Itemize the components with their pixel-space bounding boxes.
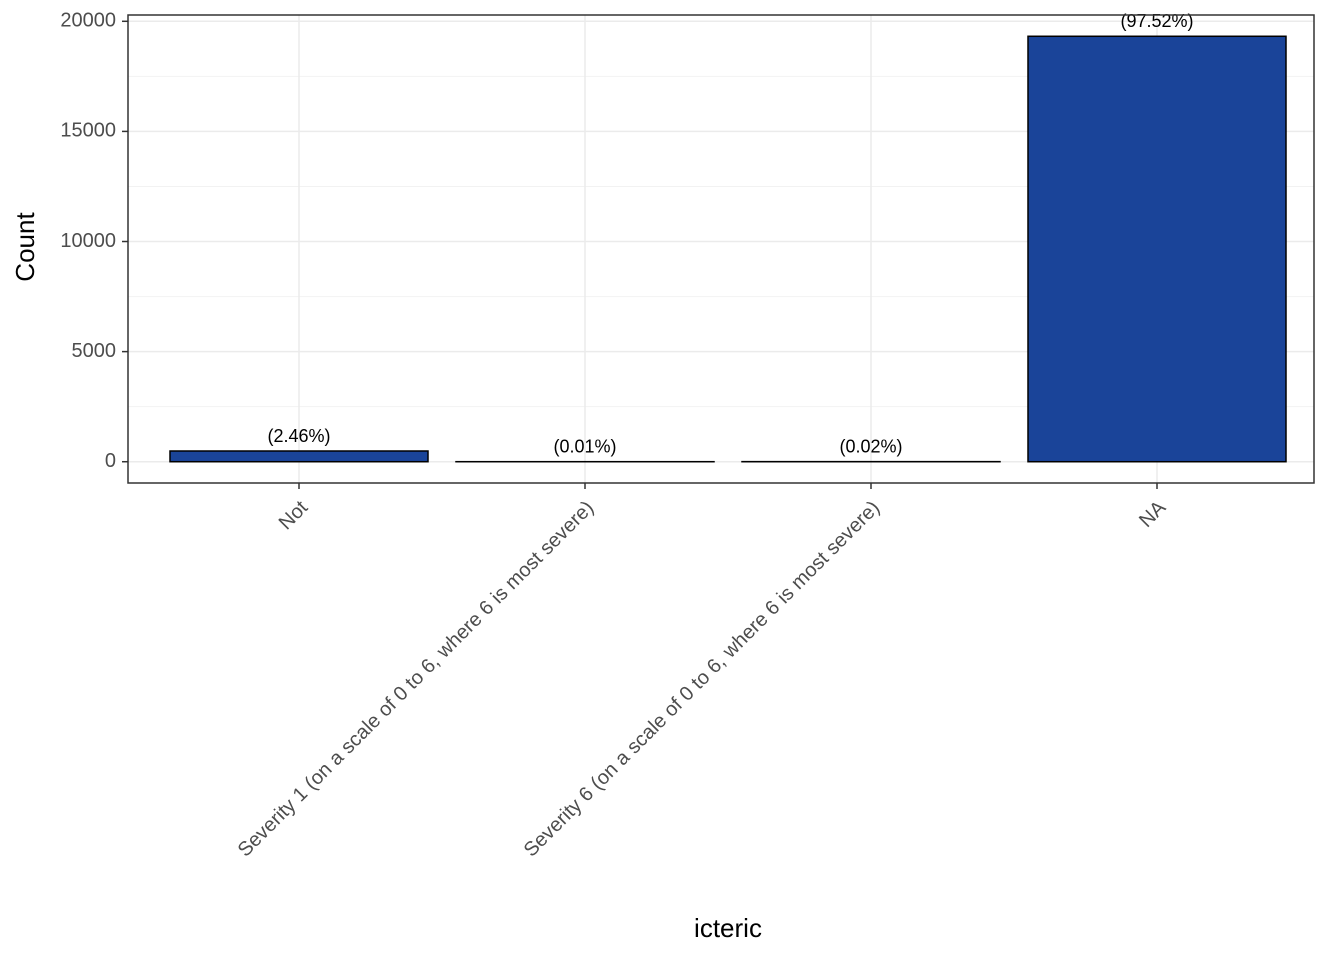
x-tick-label: NA (1135, 496, 1171, 532)
value-label: (2.46%) (267, 426, 330, 446)
y-tick-label: 5000 (72, 340, 117, 362)
y-axis-title: Count (10, 212, 40, 282)
x-tick-label: Severity 1 (on a scale of 0 to 6, where … (234, 497, 599, 862)
y-tick-label: 15000 (60, 120, 116, 142)
value-label: (0.02%) (839, 436, 902, 456)
y-tick-label: 20000 (60, 10, 116, 32)
value-label: (0.01%) (553, 436, 616, 456)
y-tick-label: 0 (105, 450, 116, 472)
x-tick-label: Not (275, 496, 313, 534)
y-tick-label: 10000 (60, 230, 116, 252)
x-tick-label: Severity 6 (on a scale of 0 to 6, where … (520, 497, 885, 862)
bar (169, 450, 429, 463)
panel-border (127, 14, 1315, 484)
bar (1027, 35, 1287, 463)
x-axis-title: icteric (694, 913, 762, 943)
value-label: (97.52%) (1120, 11, 1193, 31)
